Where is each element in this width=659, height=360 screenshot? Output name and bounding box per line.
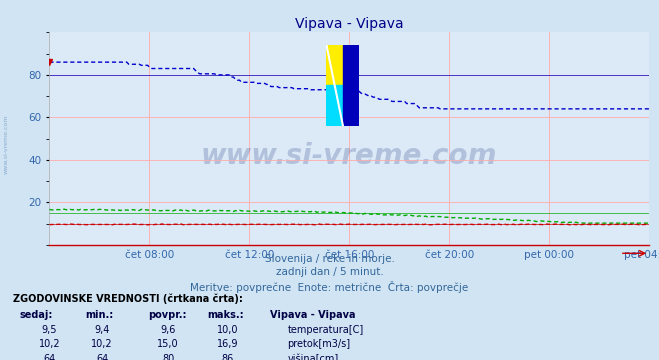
Text: Slovenija / reke in morje.: Slovenija / reke in morje. xyxy=(264,254,395,264)
Text: 10,2: 10,2 xyxy=(92,339,113,349)
Text: temperatura[C]: temperatura[C] xyxy=(287,325,364,335)
Text: povpr.:: povpr.: xyxy=(148,310,186,320)
Text: 86: 86 xyxy=(221,354,233,360)
Text: 80: 80 xyxy=(162,354,174,360)
Text: pretok[m3/s]: pretok[m3/s] xyxy=(287,339,351,349)
Text: 9,6: 9,6 xyxy=(160,325,176,335)
Text: 64: 64 xyxy=(43,354,55,360)
Text: Vipava - Vipava: Vipava - Vipava xyxy=(270,310,356,320)
Text: 16,9: 16,9 xyxy=(217,339,238,349)
Text: zadnji dan / 5 minut.: zadnji dan / 5 minut. xyxy=(275,267,384,278)
Text: maks.:: maks.: xyxy=(208,310,244,320)
Text: 9,4: 9,4 xyxy=(94,325,110,335)
Text: sedaj:: sedaj: xyxy=(20,310,53,320)
Text: 9,5: 9,5 xyxy=(42,325,57,335)
Text: 15,0: 15,0 xyxy=(158,339,179,349)
Text: 64: 64 xyxy=(96,354,108,360)
Text: Meritve: povprečne  Enote: metrične  Črta: povprečje: Meritve: povprečne Enote: metrične Črta:… xyxy=(190,281,469,293)
Title: Vipava - Vipava: Vipava - Vipava xyxy=(295,17,403,31)
Text: 10,2: 10,2 xyxy=(39,339,60,349)
Text: www.si-vreme.com: www.si-vreme.com xyxy=(201,141,498,170)
Text: min.:: min.: xyxy=(86,310,114,320)
Text: 10,0: 10,0 xyxy=(217,325,238,335)
Text: www.si-vreme.com: www.si-vreme.com xyxy=(4,114,9,174)
Text: ZGODOVINSKE VREDNOSTI (črtkana črta):: ZGODOVINSKE VREDNOSTI (črtkana črta): xyxy=(13,293,243,304)
Text: višina[cm]: višina[cm] xyxy=(287,354,339,360)
